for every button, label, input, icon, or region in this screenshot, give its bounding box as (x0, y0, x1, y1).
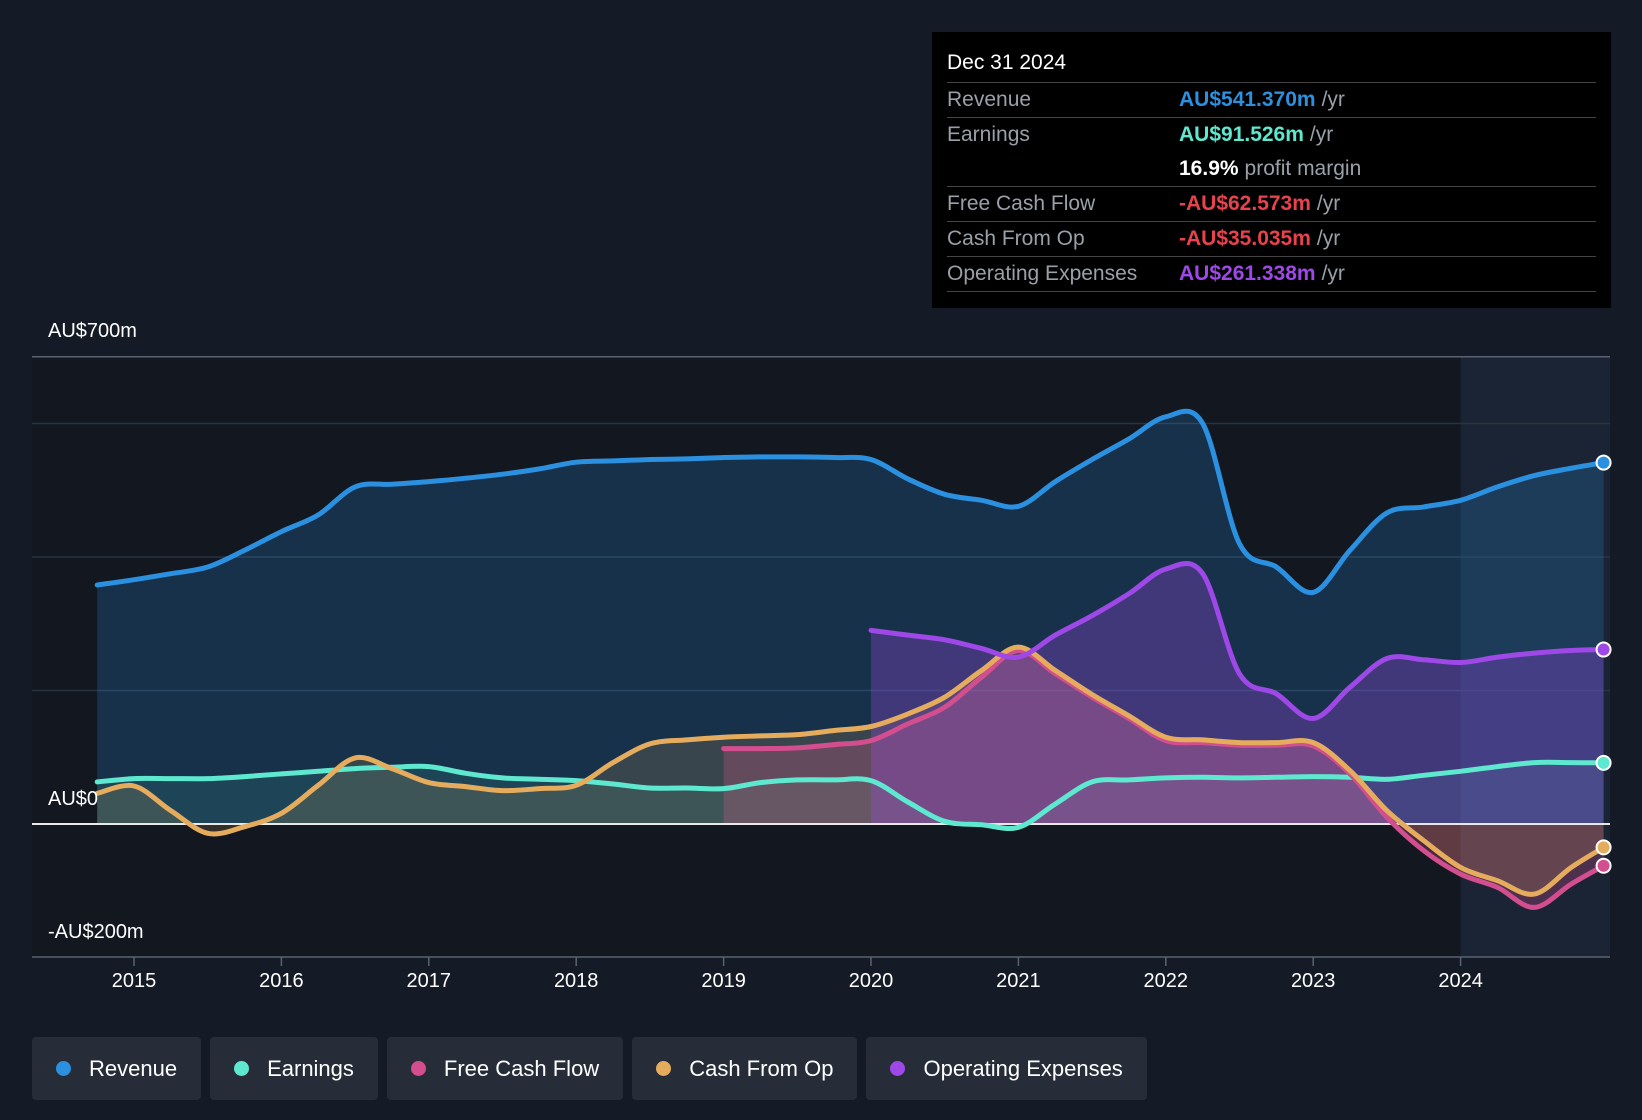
x-tick-label: 2016 (259, 970, 304, 992)
cash-from-op-end-dot (1595, 839, 1612, 856)
tooltip-row-operating-expenses: Operating Expenses AU$261.338m /yr (947, 257, 1596, 292)
x-tick-label: 2023 (1290, 970, 1336, 992)
legend-item-revenue[interactable]: Revenue (32, 1037, 202, 1100)
tooltip-unit: /yr (1309, 123, 1334, 146)
cash-from-op-area (97, 647, 1604, 895)
tooltip-label (947, 152, 1179, 186)
tooltip-label: Cash From Op (947, 227, 1085, 250)
legend-item-operating-expenses[interactable]: Operating Expenses (866, 1037, 1147, 1100)
x-tick-label: 2020 (848, 970, 894, 992)
tooltip-label: Free Cash Flow (947, 192, 1096, 215)
series-lines (94, 408, 1607, 910)
x-tick-label: 2022 (1143, 970, 1189, 992)
cash-from-op-line (94, 644, 1607, 897)
revenue-end-dot (1595, 454, 1612, 471)
y-tick-label-zero: AU$0 (48, 788, 99, 810)
tooltip-value: -AU$62.573m (1179, 192, 1311, 215)
y-tick-label-bottom: -AU$200m (48, 921, 144, 943)
tooltip-row-free-cash-flow: Free Cash Flow -AU$62.573m /yr (947, 187, 1596, 222)
legend-label: Revenue (89, 1055, 178, 1081)
tooltip-row-revenue: Revenue AU$541.370m /yr (947, 83, 1596, 118)
tooltip-unit: /yr (1316, 192, 1341, 215)
legend-label: Operating Expenses (923, 1055, 1123, 1081)
tooltip-label: Earnings (947, 123, 1030, 146)
tooltip-unit: /yr (1316, 227, 1341, 250)
legend-dot-icon (656, 1061, 672, 1076)
data-tooltip: Dec 31 2024 Revenue AU$541.370m /yr Earn… (932, 32, 1611, 308)
legend-dot-icon (234, 1061, 250, 1076)
legend-dot-icon (56, 1061, 71, 1076)
series-end-dots (1595, 454, 1612, 874)
tooltip-value: -AU$35.035m (1179, 227, 1311, 250)
legend-dot-icon (410, 1061, 426, 1076)
tooltip-row-profit-margin: 16.9% profit margin (947, 152, 1596, 187)
legend-item-earnings[interactable]: Earnings (210, 1037, 378, 1100)
x-tick-label: 2018 (553, 970, 599, 992)
tooltip-unit: profit margin (1244, 157, 1362, 180)
operating-expenses-end-dot (1595, 641, 1612, 658)
tooltip-row-earnings: Earnings AU$91.526m /yr (947, 118, 1596, 152)
legend-dot-icon (890, 1061, 906, 1076)
x-tick-label: 2015 (111, 970, 157, 992)
tooltip-value: AU$541.370m (1179, 88, 1316, 111)
tooltip-unit: /yr (1321, 262, 1345, 285)
free-cash-flow-line (721, 648, 1607, 910)
operating-expenses-line (868, 561, 1607, 721)
x-tick-label: 2017 (406, 970, 452, 992)
x-tick-label: 2024 (1438, 970, 1483, 992)
legend-item-cash-from-op[interactable]: Cash From Op (632, 1037, 858, 1100)
legend-label: Free Cash Flow (443, 1055, 600, 1081)
tooltip-value: 16.9% (1179, 157, 1239, 180)
x-tick-label: 2021 (996, 970, 1041, 992)
tooltip-label: Operating Expenses (947, 262, 1138, 285)
tooltip-row-cash-from-op: Cash From Op -AU$35.035m /yr (947, 222, 1596, 257)
x-ticks (133, 957, 1462, 966)
tooltip-label: Revenue (947, 88, 1032, 111)
earnings-end-dot (1595, 754, 1612, 771)
tooltip-unit: /yr (1321, 88, 1345, 111)
tooltip-value: AU$261.338m (1179, 262, 1316, 285)
operating-expenses-area (871, 563, 1604, 824)
legend-item-free-cash-flow[interactable]: Free Cash Flow (386, 1037, 624, 1100)
tooltip-value: AU$91.526m (1179, 123, 1304, 146)
x-tick-label: 2019 (701, 970, 746, 992)
legend-label: Cash From Op (689, 1055, 834, 1081)
legend-label: Earnings (267, 1055, 354, 1081)
revenue-line (94, 408, 1607, 595)
free-cash-flow-end-dot (1595, 857, 1612, 874)
tooltip-date: Dec 31 2024 (947, 32, 1596, 83)
y-tick-label-top: AU$700m (48, 320, 137, 342)
legend: Revenue Earnings Free Cash Flow Cash Fro… (32, 1037, 1147, 1100)
